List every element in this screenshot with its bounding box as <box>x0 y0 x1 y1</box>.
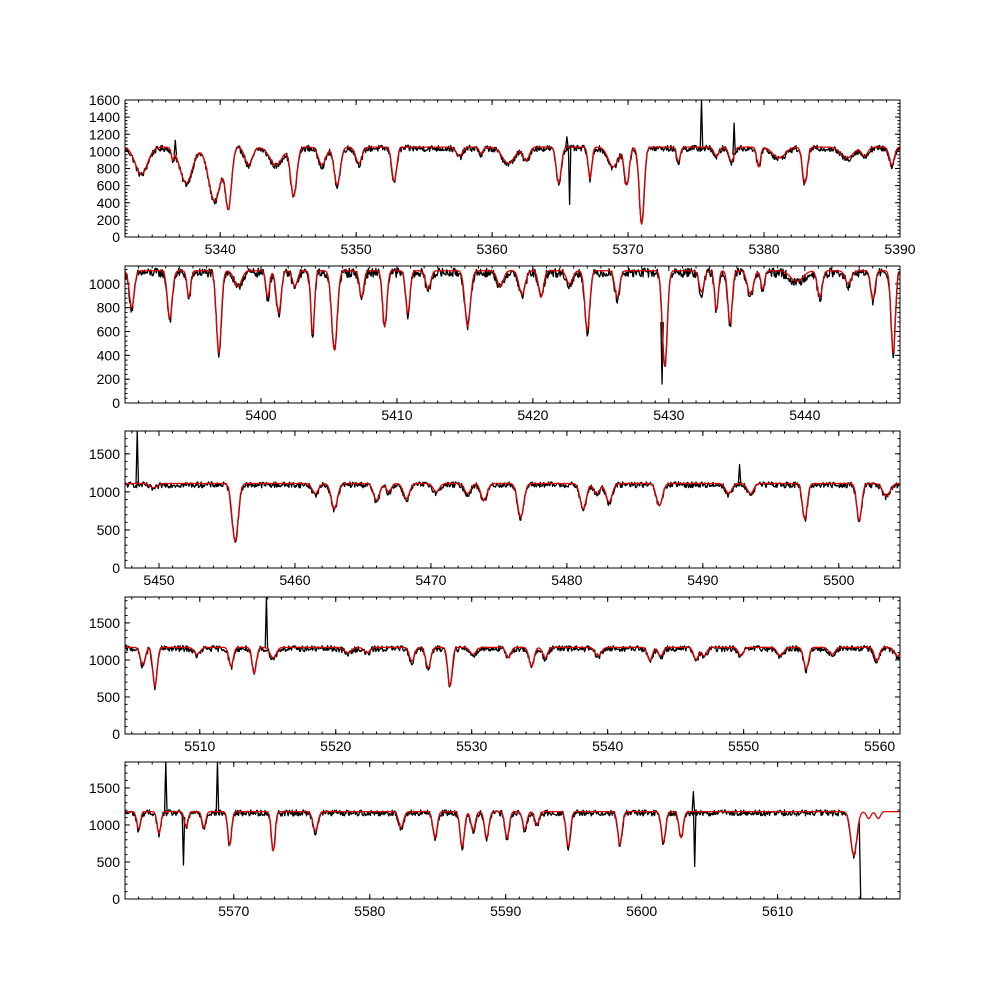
axes-frame <box>124 596 901 735</box>
observed-spike <box>737 463 742 484</box>
x-tick-label: 5360 <box>477 241 508 257</box>
observed-spike <box>565 136 569 148</box>
observed-spike <box>135 431 140 484</box>
y-tick-label: 1400 <box>89 109 120 125</box>
y-tick-label: 500 <box>97 522 121 538</box>
y-tick-label: 1000 <box>89 484 120 500</box>
x-tick-label: 5490 <box>687 572 718 588</box>
observed-spectrum-line <box>125 481 900 543</box>
x-tick-label: 5350 <box>341 241 372 257</box>
x-tick-label: 5340 <box>205 241 236 257</box>
x-tick-label: 5600 <box>626 903 657 919</box>
x-tick-label: 5400 <box>245 407 276 423</box>
y-tick-label: 0 <box>112 560 120 576</box>
observed-cutoff <box>858 820 900 899</box>
y-tick-label: 800 <box>97 161 121 177</box>
y-tick-label: 1200 <box>89 126 120 142</box>
observed-spike <box>215 762 220 812</box>
y-tick-label: 200 <box>97 212 121 228</box>
y-tick-label: 1600 <box>89 92 120 108</box>
x-tick-label: 5430 <box>653 407 684 423</box>
x-tick-label: 5420 <box>517 407 548 423</box>
x-tick-label: 5500 <box>823 572 854 588</box>
y-tick-label: 1000 <box>89 652 120 668</box>
y-tick-label: 600 <box>97 324 121 340</box>
y-tick-label: 400 <box>97 195 121 211</box>
model-spectrum-line <box>125 810 900 856</box>
y-tick-label: 0 <box>112 229 120 245</box>
observed-spike <box>264 597 269 649</box>
y-tick-label: 1000 <box>89 817 120 833</box>
spectrum-panel-3: 5450 5460 5470 5480 5490 5500 0 500 1000 1500 <box>89 430 901 588</box>
x-tick-label: 5410 <box>381 407 412 423</box>
observed-spike <box>732 122 736 155</box>
y-tick-label: 600 <box>97 178 121 194</box>
observed-spike <box>692 811 697 868</box>
y-tick-label: 500 <box>97 689 121 705</box>
observed-spike <box>163 762 168 812</box>
x-tick-label: 5550 <box>728 738 759 754</box>
x-tick-label: 5570 <box>218 903 249 919</box>
y-tick-label: 800 <box>97 300 121 316</box>
model-spectrum-line <box>125 270 900 367</box>
x-tick-label: 5380 <box>748 241 779 257</box>
y-tick-label: 1500 <box>89 780 120 796</box>
y-tick-label: 1500 <box>89 446 120 462</box>
model-spectrum-line <box>125 482 900 542</box>
observed-spike <box>567 147 572 206</box>
spectrum-panel-4: 5510 5520 5530 5540 5550 5560 0 500 1000 1500 <box>89 596 901 754</box>
x-tick-label: 5470 <box>415 572 446 588</box>
model-spectrum-line <box>125 646 900 687</box>
y-tick-label: 1000 <box>89 276 120 292</box>
x-tick-label: 5480 <box>551 572 582 588</box>
x-tick-label: 5370 <box>612 241 643 257</box>
y-tick-label: 200 <box>97 371 121 387</box>
axes-frame <box>124 99 901 238</box>
x-tick-label: 5510 <box>184 738 215 754</box>
x-tick-label: 5610 <box>762 903 793 919</box>
observed-spike <box>691 790 696 812</box>
axes-frame <box>124 430 901 569</box>
spectrum-panel-5: 5570 5580 5590 5600 5610 0 500 1000 1500 <box>89 761 901 919</box>
x-tick-label: 5590 <box>490 903 521 919</box>
y-tick-label: 1500 <box>89 615 120 631</box>
observed-spike <box>699 100 704 148</box>
axes-frame <box>124 265 901 404</box>
y-tick-label: 0 <box>112 726 120 742</box>
y-tick-label: 500 <box>97 854 121 870</box>
observed-spike <box>173 139 178 156</box>
x-tick-label: 5560 <box>864 738 895 754</box>
x-tick-label: 5450 <box>143 572 174 588</box>
spectrum-panel-2: 5400 5410 5420 5430 5440 0 200 400 600 800 1000 <box>89 265 901 423</box>
observed-spike <box>181 816 186 866</box>
x-tick-label: 5460 <box>279 572 310 588</box>
x-tick-label: 5390 <box>884 241 915 257</box>
x-tick-label: 5440 <box>789 407 820 423</box>
x-tick-label: 5540 <box>592 738 623 754</box>
axes-frame <box>124 761 901 900</box>
y-tick-label: 0 <box>112 395 120 411</box>
x-tick-label: 5580 <box>354 903 385 919</box>
x-tick-label: 5530 <box>456 738 487 754</box>
y-tick-label: 1000 <box>89 143 120 159</box>
x-tick-label: 5520 <box>320 738 351 754</box>
y-tick-label: 0 <box>112 891 120 907</box>
y-tick-label: 400 <box>97 347 121 363</box>
model-spectrum-line <box>125 146 900 225</box>
